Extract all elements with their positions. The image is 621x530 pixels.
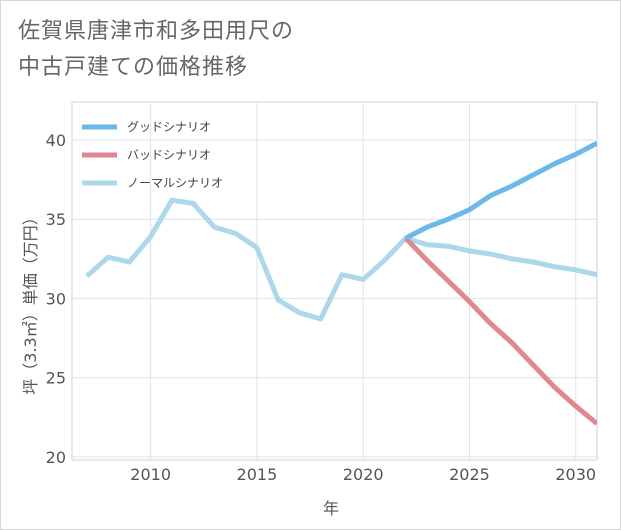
x-tick-label: 2020 [343,465,384,484]
y-tick-label: 20 [46,448,66,467]
grid-lines [71,101,598,461]
legend-label-bad: バッドシナリオ [127,148,211,162]
y-tick-label: 30 [46,289,66,308]
x-tick-label: 2015 [237,465,278,484]
y-tick-label: 35 [46,210,66,229]
series-line-good [404,140,597,241]
y-tick-label: 40 [46,131,66,150]
x-axis-title: 年 [323,499,339,518]
x-tick-labels: 2010 2015 2020 2025 2030 [130,465,596,484]
plot-frame [71,101,598,461]
series-line-bad [403,236,597,426]
series-line-normal [85,197,597,322]
legend-label-good: グッドシナリオ [127,120,211,134]
x-tick-label: 2025 [449,465,490,484]
x-tick-label: 2030 [555,465,596,484]
y-axis-title: 坪（3.3㎡）単価（万円） [21,209,40,394]
chart-title: 佐賀県唐津市和多田用尺の 中古戸建ての価格推移 [18,14,294,86]
series-lines [85,140,597,426]
legend-label-normal: ノーマルシナリオ [127,176,223,190]
chart-title-line-2: 中古戸建ての価格推移 [18,55,249,80]
x-tick-label: 2010 [130,465,171,484]
chart-title-line-1: 佐賀県唐津市和多田用尺の [18,19,295,44]
y-tick-labels: 20 25 30 35 40 [46,131,66,467]
y-tick-label: 25 [46,369,66,388]
